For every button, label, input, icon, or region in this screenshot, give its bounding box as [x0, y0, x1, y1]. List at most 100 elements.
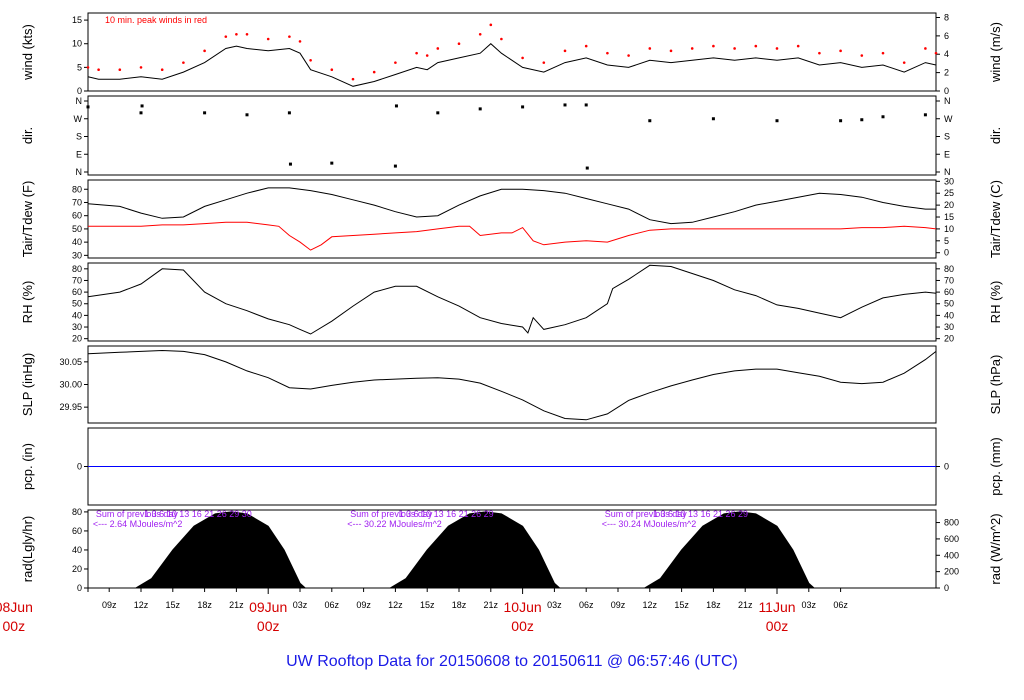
peak-point: [542, 61, 546, 64]
slp-series-line: [87, 349, 937, 421]
peak-point: [330, 68, 334, 72]
panel-rad: rad(Lgly/hr) rad (W/m^2)02040608002004006…: [20, 507, 1003, 593]
hour-tick-label: 12z: [388, 600, 403, 610]
peak-point: [606, 51, 609, 55]
temp-left-axis-label: Tair/Tdew (F): [20, 181, 35, 258]
hour-tick-label: 12z: [643, 600, 658, 610]
temp-frame: [87, 179, 937, 259]
peak-point: [478, 32, 482, 36]
dir-point: [436, 111, 440, 115]
hour-tick-label: 18z: [452, 600, 467, 610]
rh-right-tick-label: 30: [944, 322, 954, 332]
pcp-left-axis-label: pcp. (in): [20, 443, 35, 490]
peak-point: [298, 40, 302, 43]
peak-point: [86, 66, 90, 69]
rh-right-tick-label: 60: [944, 287, 954, 297]
rad-annotation-hours: 1 3 6 10 13 16 21 26 29: [399, 509, 494, 519]
hour-tick-label: 06z: [833, 600, 848, 610]
dir-point: [394, 104, 398, 108]
hour-tick-label: 06z: [579, 600, 594, 610]
hour-tick-label: 03z: [802, 600, 817, 610]
peak-point: [775, 47, 779, 50]
day-time-label: 00z: [3, 618, 26, 634]
rh-left-tick-label: 70: [72, 275, 82, 285]
dir-point: [711, 117, 715, 121]
rad-right-tick-label: 800: [944, 518, 959, 528]
dir-left-axis-label: dir.: [20, 127, 35, 144]
wind-left-tick-label: 10: [72, 39, 82, 49]
wind-left-axis-label: wind (kts): [20, 24, 35, 81]
peak-point: [266, 37, 270, 41]
hour-tick-label: 15z: [420, 600, 435, 610]
dir-point: [585, 166, 589, 170]
peak-point: [627, 54, 630, 57]
temp-right-axis-label: Tair/Tdew (C): [988, 180, 1003, 258]
rad-left-tick-label: 40: [72, 545, 82, 555]
hour-tick-label: 15z: [166, 600, 181, 610]
peak-point: [584, 44, 588, 48]
dir-point: [330, 161, 334, 165]
peak-point: [669, 49, 673, 53]
rad-left-tick-label: 0: [77, 583, 82, 593]
peak-point: [160, 68, 164, 72]
dir-point: [288, 162, 292, 166]
peak-point: [690, 47, 694, 50]
dir-right-tick-label: S: [944, 132, 950, 142]
dir-point: [139, 111, 143, 115]
slp-left-tick-label: 30.05: [59, 357, 82, 367]
dir-point: [775, 119, 779, 123]
rad-left-tick-label: 20: [72, 564, 82, 574]
rad-day-fill: [642, 511, 816, 589]
temp-left-tick-label: 30: [72, 250, 82, 260]
chart-panels: wind (kts) wind (m/s) 0 5 10 15 0 2 4 6 8 10 min. p…: [20, 12, 1003, 593]
peak-point: [489, 23, 493, 27]
peak-point: [394, 61, 397, 64]
peak-point: [436, 47, 440, 50]
peak-point: [203, 49, 206, 53]
dir-point: [923, 113, 927, 117]
peak-point: [902, 61, 906, 64]
hour-tick-label: 18z: [197, 600, 212, 610]
rad-right-tick-label: 0: [944, 583, 949, 593]
panel-wind: wind (kts) wind (m/s) 0 5 10 15 0 2 4 6 8 10 min. p…: [20, 12, 1003, 96]
rad-left-tick-label: 80: [72, 507, 82, 517]
peak-point: [139, 66, 143, 69]
peak-point: [118, 68, 122, 72]
rad-annotation-line1: Sum of previous day: [605, 509, 688, 519]
dir-right-axis-label: dir.: [988, 127, 1003, 144]
peak-point: [288, 35, 291, 38]
peak-point: [182, 61, 185, 64]
wind-right-tick-label: 4: [944, 49, 949, 59]
dir-right-tick-label: N: [944, 96, 951, 106]
rh-left-tick-label: 60: [72, 287, 82, 297]
slp-left-axis-label: SLP (inHg): [20, 353, 35, 416]
temp-left-tick-label: 60: [72, 211, 82, 221]
wind-left-tick-label: 0: [77, 86, 82, 96]
rad-annotation-line2: <--- 2.64 MJoules/m^2: [93, 519, 183, 529]
temp-right-tick-label: 10: [944, 224, 954, 234]
dir-left-tick-label: N: [76, 167, 83, 177]
rh-right-tick-label: 70: [944, 275, 954, 285]
rh-right-tick-label: 40: [944, 310, 954, 320]
dir-left-tick-label: W: [74, 114, 83, 124]
peak-point: [924, 47, 927, 50]
rh-left-tick-label: 80: [72, 264, 82, 274]
tair-series-line: [87, 187, 936, 225]
dir-point: [245, 113, 249, 117]
peak-point: [224, 35, 228, 38]
dir-point: [203, 111, 207, 115]
panel-pcp: pcp. (in) pcp. (mm) 0 0: [20, 427, 1003, 506]
peak-point: [881, 51, 885, 55]
wind-left-tick-label: 15: [72, 15, 82, 25]
rh-right-tick-label: 20: [944, 334, 954, 344]
pcp-left-tick-label: 0: [77, 462, 82, 472]
hour-tick-label: 09z: [356, 600, 371, 610]
wind-right-tick-label: 2: [944, 68, 949, 78]
day-date-label: 10Jun: [504, 599, 542, 615]
pcp-right-axis-label: pcp. (mm): [988, 437, 1003, 496]
chart-title: UW Rooftop Data for 20150608 to 20150611…: [286, 653, 738, 670]
dir-right-tick-label: W: [944, 114, 953, 124]
wind-frame: [87, 12, 937, 92]
